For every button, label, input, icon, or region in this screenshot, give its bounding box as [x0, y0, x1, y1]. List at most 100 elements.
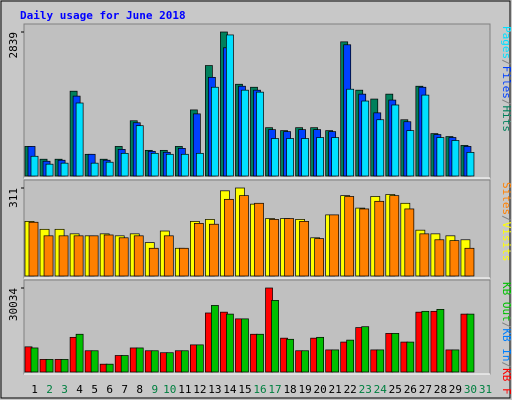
x-tick-label: 17	[268, 383, 281, 396]
bar	[60, 359, 69, 373]
bar	[269, 219, 279, 277]
bar	[436, 137, 445, 177]
bar	[120, 152, 129, 177]
bar	[376, 349, 385, 373]
x-tick-label: 6	[106, 383, 113, 396]
bar	[75, 102, 84, 177]
bar	[466, 313, 475, 373]
bar	[209, 223, 219, 277]
bar	[406, 130, 415, 177]
legend-entry: Files	[500, 66, 512, 99]
bar	[105, 161, 114, 177]
bar	[451, 140, 460, 177]
bar	[449, 240, 460, 277]
bar	[419, 233, 430, 277]
chart-title: Daily usage for June 2018	[20, 9, 186, 22]
bar	[241, 89, 249, 177]
bar	[194, 223, 204, 277]
bar	[389, 195, 400, 277]
bar	[434, 239, 445, 277]
bar	[196, 344, 204, 373]
bar	[211, 305, 219, 373]
bar	[90, 162, 99, 177]
bar	[254, 202, 264, 277]
bar	[135, 347, 144, 373]
bar	[178, 247, 189, 277]
bar	[133, 235, 144, 277]
bar	[75, 333, 84, 373]
x-tick-label: 16	[253, 383, 266, 396]
bar	[299, 221, 309, 277]
bar	[329, 214, 340, 277]
bar	[346, 88, 355, 177]
x-tick-label: 24	[374, 383, 388, 396]
bar	[241, 318, 249, 373]
bar	[286, 138, 294, 177]
bar	[421, 310, 430, 373]
bar	[165, 153, 174, 177]
x-tick-label: 14	[223, 383, 237, 396]
y-tick-label: 30034	[7, 288, 20, 321]
bar	[30, 155, 39, 177]
bar	[43, 235, 54, 277]
bar	[120, 355, 129, 373]
legend-entry: Sites	[500, 182, 512, 215]
bar	[88, 235, 99, 277]
bar	[118, 237, 129, 277]
legend: Sites/Visits	[500, 182, 512, 262]
bar	[226, 34, 234, 177]
bar	[361, 100, 370, 177]
bar	[180, 153, 189, 177]
x-tick-label: 3	[61, 383, 68, 396]
legend-entry: KB F	[500, 368, 512, 395]
bar	[28, 221, 39, 277]
bar	[464, 247, 475, 277]
bar	[286, 338, 294, 373]
bar	[256, 333, 264, 373]
legend-entry: Pages	[500, 26, 512, 59]
bar	[301, 350, 309, 373]
legend-separator: /	[500, 215, 512, 222]
bar	[316, 137, 324, 177]
x-tick-label: 18	[283, 383, 296, 396]
bar	[30, 347, 39, 373]
x-tick-label: 20	[314, 383, 327, 396]
bar	[150, 152, 159, 177]
bar	[391, 104, 400, 177]
x-tick-label: 23	[359, 383, 372, 396]
bar	[451, 349, 460, 373]
x-tick-label: 13	[208, 383, 221, 396]
bar	[45, 163, 54, 177]
bar	[73, 235, 84, 277]
bar	[316, 336, 324, 373]
bar	[103, 234, 114, 277]
bar	[148, 247, 159, 277]
bar	[239, 195, 249, 277]
bar	[150, 350, 159, 373]
bar	[331, 349, 340, 373]
x-tick-label: 5	[91, 383, 98, 396]
x-tick-label: 1	[31, 383, 38, 396]
bar	[374, 200, 385, 277]
x-tick-label: 4	[76, 383, 83, 396]
bar	[105, 363, 114, 373]
x-tick-label: 29	[449, 383, 462, 396]
bar	[466, 152, 475, 177]
legend: Pages/Files/Hits	[500, 26, 512, 132]
bar	[45, 359, 54, 373]
x-tick-label: 25	[389, 383, 402, 396]
legend-separator: /	[500, 59, 512, 66]
x-tick-label: 10	[163, 383, 176, 396]
y-tick-label: 311	[7, 188, 20, 208]
bar	[196, 152, 204, 177]
bar	[58, 235, 69, 277]
x-tick-label: 8	[136, 383, 143, 396]
bar	[256, 91, 264, 177]
legend-entry: KB Out	[500, 282, 512, 322]
x-tick-label: 9	[151, 383, 158, 396]
bar	[224, 198, 234, 277]
bar	[359, 208, 370, 277]
legend-separator: /	[500, 322, 512, 329]
bar	[376, 119, 385, 177]
